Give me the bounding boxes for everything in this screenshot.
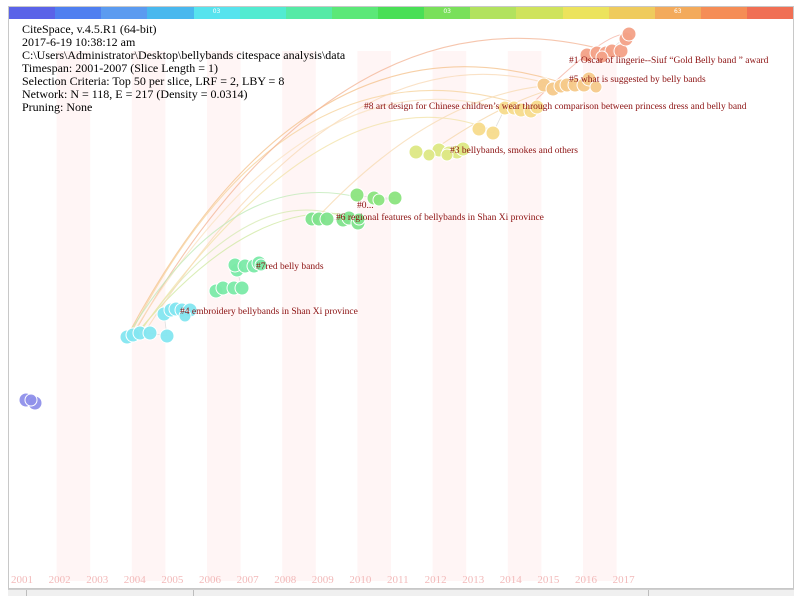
cluster-label-7[interactable]: #7red belly bands	[256, 262, 324, 272]
node-cluster-1	[621, 26, 637, 42]
timebar-segment	[378, 7, 425, 19]
cluster-label-1[interactable]: #1 Oscar of lingerie--Siuf “Gold Belly b…	[569, 55, 769, 66]
year-tick-label: 2005	[161, 574, 184, 586]
timebar-segment	[608, 7, 655, 19]
timezone-color-bar: 03 03 63	[9, 7, 793, 19]
citation-link	[143, 73, 560, 334]
year-tick-label: 2003	[86, 574, 109, 586]
node-cluster-5	[589, 80, 603, 94]
cluster-label-0[interactable]: #0...	[357, 201, 374, 211]
node-cluster-8	[485, 125, 501, 141]
node-cluster-6	[352, 212, 366, 226]
network-summary: CiteSpace, v.4.5.R1 (64-bit) 2017-6-19 1…	[22, 23, 345, 114]
year-band	[432, 51, 467, 581]
timebar-segment: 03	[193, 7, 240, 19]
citation-link	[133, 37, 610, 334]
citation-link	[128, 66, 570, 334]
node-cluster-2	[24, 393, 38, 407]
timebar-segment: 63	[654, 7, 701, 19]
year-band	[357, 51, 391, 581]
year-tick-label: 2008	[274, 574, 297, 586]
timebar-segment: 03	[424, 7, 471, 19]
node-cluster-3	[440, 148, 454, 162]
year-band	[507, 51, 542, 581]
timebar-segment	[285, 7, 332, 19]
pruning: Pruning: None	[22, 100, 93, 114]
node-cluster-0	[349, 187, 365, 203]
bottom-scrollbar[interactable]	[8, 589, 794, 596]
network-stats: Network: N = 118, E = 217 (Density = 0.0…	[22, 87, 248, 101]
timebar-segment	[147, 7, 194, 19]
scroll-tick	[26, 590, 27, 596]
year-tick-label: 2015	[537, 574, 560, 586]
citation-link	[126, 192, 358, 338]
node-cluster-0	[387, 190, 403, 206]
year-tick-label: 2002	[49, 574, 71, 586]
node-cluster-3	[408, 144, 424, 160]
data-path: C:\Users\Administrator\Desktop\bellyband…	[22, 48, 346, 62]
network-nodes	[18, 26, 637, 411]
timebar-segment	[239, 7, 286, 19]
node-cluster-8	[529, 99, 545, 115]
node-cluster-8	[471, 121, 487, 137]
year-tick-label: 2006	[199, 574, 222, 586]
timebar-segment	[562, 7, 609, 19]
node-cluster-3	[422, 148, 436, 162]
node-cluster-0	[372, 193, 386, 207]
cluster-labels: #1 Oscar of lingerie--Siuf “Gold Belly b…	[180, 55, 769, 317]
year-tick-label: 2004	[124, 574, 147, 586]
timebar-segment	[101, 7, 148, 19]
timebar-label: 03	[212, 8, 221, 15]
timespan: Timespan: 2001-2007 (Slice Length = 1)	[22, 61, 218, 75]
year-tick-label: 2001	[11, 574, 33, 586]
year-tick-label: 2007	[237, 574, 260, 586]
node-cluster-7	[234, 280, 250, 296]
node-cluster-7	[254, 258, 268, 272]
timebar-segment	[700, 7, 747, 19]
node-cluster-3	[455, 141, 471, 157]
cluster-label-5[interactable]: #5 what is suggested by belly bands	[569, 75, 706, 85]
year-tick-label: 2013	[462, 574, 485, 586]
software-version: CiteSpace, v.4.5.R1 (64-bit)	[22, 22, 157, 36]
scroll-tick	[193, 590, 194, 596]
cluster-label-4[interactable]: #4 embroidery bellybands in Shan Xi prov…	[180, 307, 358, 317]
node-cluster-4	[178, 309, 192, 323]
cluster-label-6[interactable]: #6 regional features of bellybands in Sh…	[336, 212, 544, 223]
scroll-tick	[648, 590, 649, 596]
year-band	[282, 51, 316, 581]
year-tick-label: 2016	[575, 574, 598, 586]
year-tick-label: 2010	[349, 574, 372, 586]
timebar-segment	[470, 7, 517, 19]
timestamp: 2017-6-19 10:38:12 am	[22, 35, 136, 49]
visualization-frame[interactable]: 03 03 63 #1 Oscar of lingerie--Siuf “Gold …	[8, 6, 794, 589]
year-tick-label: 2017	[613, 574, 636, 586]
year-tick-label: 2009	[312, 574, 335, 586]
cluster-label-3[interactable]: #3 bellybands, smokes and others	[450, 146, 578, 156]
node-cluster-6	[319, 211, 335, 227]
year-tick-label: 2014	[500, 574, 523, 586]
timebar-segment	[747, 7, 793, 19]
year-tick-label: 2011	[387, 574, 409, 586]
selection-criteria: Selection Criteria: Top 50 per slice, LR…	[22, 74, 285, 88]
cluster-label-8[interactable]: #8 art design for Chinese children’s wea…	[364, 101, 747, 112]
timebar-segment	[331, 7, 378, 19]
timebar-segment	[516, 7, 563, 19]
year-tick-label: 2012	[425, 574, 447, 586]
node-cluster-1	[595, 50, 609, 64]
node-cluster-4	[142, 325, 158, 341]
node-cluster-4	[159, 328, 175, 344]
year-band	[207, 51, 241, 581]
timebar-label: 63	[673, 8, 682, 15]
year-axis: 2001 2002 2003 2004 2005 2006 2007 2008 2009 2010…	[11, 574, 635, 586]
year-bands	[56, 51, 617, 581]
timebar-segment	[55, 7, 102, 19]
year-band	[583, 51, 617, 581]
timebar-segment	[9, 7, 56, 19]
cluster-network-canvas[interactable]: #1 Oscar of lingerie--Siuf “Gold Belly b…	[9, 7, 794, 589]
year-band	[56, 51, 91, 581]
citation-link	[130, 89, 530, 334]
citation-link	[132, 98, 510, 334]
timebar-label: 03	[443, 8, 452, 15]
